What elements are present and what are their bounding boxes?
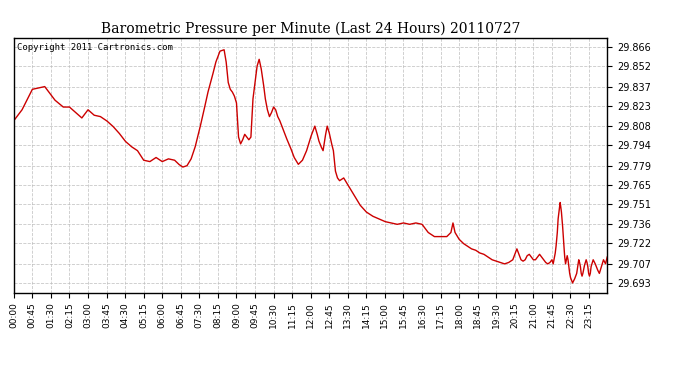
Text: Copyright 2011 Cartronics.com: Copyright 2011 Cartronics.com — [17, 43, 172, 52]
Title: Barometric Pressure per Minute (Last 24 Hours) 20110727: Barometric Pressure per Minute (Last 24 … — [101, 22, 520, 36]
